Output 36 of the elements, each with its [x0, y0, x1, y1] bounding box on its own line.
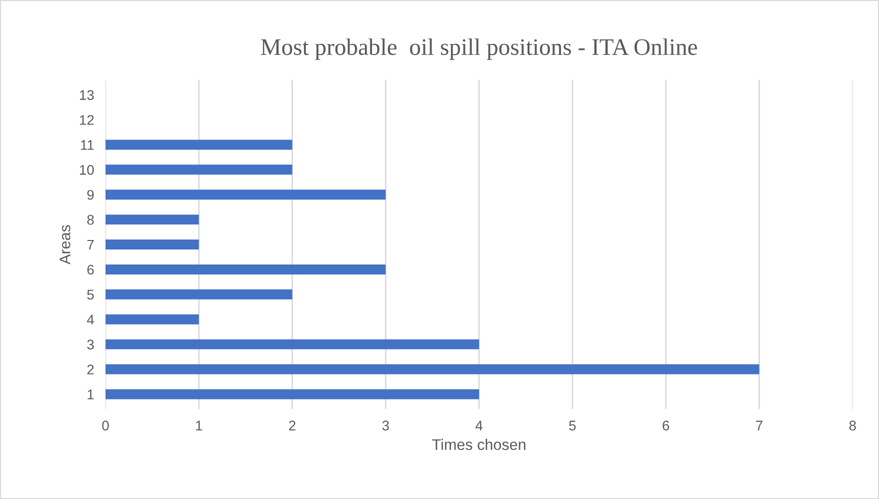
bar — [105, 339, 480, 350]
x-tick-label: 2 — [289, 420, 296, 430]
bar — [105, 289, 292, 300]
y-tick-label: 5 — [87, 290, 94, 300]
x-tick-label: 0 — [102, 420, 109, 430]
x-axis-title: Times chosen — [432, 438, 526, 450]
chart-title: Most probable oil spill positions - ITA Online — [260, 38, 697, 60]
x-tick-label: 5 — [569, 420, 576, 430]
bar — [105, 214, 199, 225]
y-tick-label: 4 — [86, 314, 94, 324]
bar — [105, 264, 386, 274]
y-tick-label: 11 — [81, 140, 94, 150]
y-tick-label: 6 — [87, 264, 94, 275]
x-tick-label: 3 — [382, 420, 389, 430]
x-tick-label: 7 — [756, 420, 762, 430]
y-tick-label: 2 — [87, 364, 94, 374]
bar — [105, 389, 480, 400]
bar — [105, 140, 292, 150]
x-tick-label: 1 — [196, 420, 202, 430]
y-tick-label: 7 — [87, 240, 94, 250]
y-axis-title: Areas — [60, 225, 70, 264]
y-tick-label: 1 — [88, 390, 94, 400]
y-tick-label: 8 — [87, 214, 94, 225]
bar — [105, 240, 199, 250]
bar — [105, 164, 292, 175]
y-tick-label: 10 — [80, 164, 94, 175]
bar — [105, 364, 760, 374]
x-tick-label: 6 — [662, 420, 670, 430]
x-tick-label: 8 — [849, 420, 856, 430]
y-tick-label: 13 — [80, 90, 94, 100]
y-tick-label: 3 — [87, 340, 94, 350]
bar — [105, 314, 199, 324]
bar — [105, 190, 386, 200]
x-tick-label: 4 — [476, 420, 483, 430]
y-tick-label: 9 — [87, 190, 94, 200]
y-tick-label: 12 — [80, 115, 94, 125]
